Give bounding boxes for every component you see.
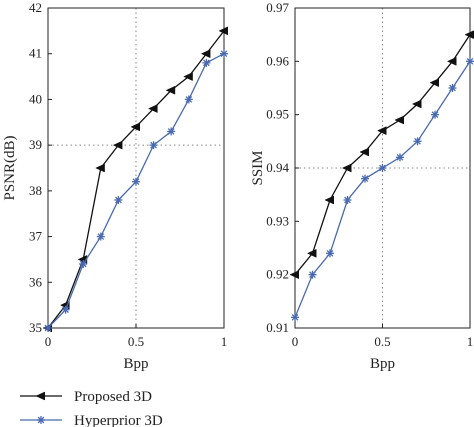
data-point-hyperprior-3d: [326, 249, 334, 258]
legend-marker: [35, 391, 45, 401]
x-tick-label: 1: [467, 334, 474, 349]
data-point-hyperprior-3d-stroke: [132, 178, 140, 186]
data-point-hyperprior-3d-stroke: [466, 57, 474, 65]
data-point-hyperprior-3d-stroke: [449, 84, 456, 92]
data-point-proposed-3d: [394, 115, 404, 125]
data-point-hyperprior-3d: [431, 110, 439, 119]
data-point-hyperprior-3d-stroke: [414, 137, 421, 145]
y-tick-label: 36: [29, 274, 43, 289]
data-point-proposed-3d: [359, 147, 369, 157]
x-tick-label: 0: [292, 334, 299, 349]
data-point-hyperprior-3d-stroke: [62, 306, 69, 314]
plot-frame: [47, 7, 225, 329]
data-point-hyperprior-3d-stroke: [150, 141, 157, 149]
x-tick-label: 0.5: [374, 334, 390, 349]
data-point-proposed-3d: [165, 85, 176, 95]
data-point-proposed-3d: [183, 72, 193, 81]
data-point-hyperprior-3d: [202, 58, 211, 67]
data-point-hyperprior-3d: [378, 164, 387, 172]
legend-marker: [37, 416, 45, 424]
psnr-chart: 35 36 37 38 39 40 41 42 0 0.5 1 Bpp PSNR(dB): [2, 0, 228, 372]
legend-marker-stroke: [37, 416, 45, 424]
data-point-proposed-3d: [95, 163, 105, 173]
data-point-hyperprior-3d: [448, 84, 457, 92]
y-tick-label: 39: [29, 137, 42, 152]
legend: Proposed 3D Hyperprior 3D: [20, 389, 163, 427]
data-point-hyperprior-3d: [184, 95, 193, 104]
data-point-hyperprior-3d-stroke: [344, 196, 351, 204]
data-point-hyperprior-3d-stroke: [203, 59, 210, 67]
data-point-hyperprior-3d-stroke: [326, 249, 334, 257]
legend-label: Hyperprior 3D: [74, 413, 163, 427]
y-tick-label: 40: [29, 91, 42, 106]
data-point-hyperprior-3d-stroke: [379, 164, 386, 172]
data-point-hyperprior-3d-stroke: [44, 324, 52, 332]
data-point-hyperprior-3d: [466, 57, 474, 66]
y-tick-label: 0.96: [266, 53, 289, 68]
data-point-proposed-3d: [324, 195, 334, 205]
data-point-proposed-3d: [411, 99, 422, 109]
data-point-hyperprior-3d: [167, 127, 176, 136]
data-point-hyperprior-3d: [44, 324, 52, 332]
data-point-proposed-3d: [112, 140, 123, 150]
data-point-hyperprior-3d-stroke: [431, 111, 439, 119]
legend-label: Proposed 3D: [74, 389, 152, 405]
data-point-proposed-3d: [130, 122, 140, 132]
data-point-hyperprior-3d: [396, 153, 404, 162]
data-point-proposed-3d: [306, 248, 317, 258]
x-tick-label: 1: [221, 334, 228, 349]
x-axis-title: Bpp: [123, 356, 148, 372]
y-tick-label: 37: [29, 229, 43, 244]
data-point-hyperprior-3d: [96, 232, 105, 241]
data-point-proposed-3d: [376, 126, 387, 136]
ssim-chart: 0.91 0.92 0.93 0.94 0.95 0.96 0.97 0 0.5 1 Bpp SSIM: [250, 0, 474, 372]
data-point-hyperprior-3d-stroke: [220, 50, 228, 58]
data-point-hyperprior-3d-stroke: [79, 260, 87, 268]
y-tick-label: 0.91: [266, 320, 289, 335]
data-point-hyperprior-3d: [149, 141, 158, 150]
data-point-hyperprior-3d: [61, 305, 70, 314]
data-point-hyperprior-3d-stroke: [185, 96, 193, 103]
data-point-proposed-3d: [147, 104, 158, 113]
data-point-proposed-3d: [446, 56, 457, 66]
data-point-hyperprior-3d-stroke: [396, 153, 404, 161]
y-axis-title: PSNR(dB): [2, 135, 18, 200]
y-tick-label: 38: [29, 183, 42, 198]
data-point-hyperprior-3d: [132, 177, 140, 186]
data-point-proposed-3d: [218, 26, 228, 36]
y-tick-label: 0.97: [266, 0, 289, 15]
data-point-hyperprior-3d-stroke: [115, 196, 122, 204]
data-point-proposed-3d: [464, 30, 474, 40]
y-tick-label: 0.93: [266, 213, 289, 228]
y-axis-title: SSIM: [250, 150, 266, 185]
data-point-hyperprior-3d-stroke: [291, 313, 299, 321]
x-tick-label: 0.5: [128, 334, 144, 349]
data-point-hyperprior-3d-stroke: [167, 128, 175, 135]
y-tick-label: 35: [29, 320, 42, 335]
data-point-hyperprior-3d: [291, 313, 299, 322]
y-tick-label: 41: [29, 46, 42, 61]
data-point-hyperprior-3d: [343, 196, 352, 204]
data-point-hyperprior-3d-stroke: [361, 175, 369, 183]
data-point-hyperprior-3d: [308, 270, 317, 279]
y-tick-label: 0.95: [266, 107, 289, 122]
data-point-hyperprior-3d: [114, 196, 123, 204]
data-point-proposed-3d: [289, 270, 299, 280]
data-point-hyperprior-3d-stroke: [309, 271, 316, 279]
y-tick-label: 0.92: [266, 267, 289, 282]
data-point-hyperprior-3d: [361, 174, 369, 183]
data-point-hyperprior-3d: [220, 49, 228, 58]
y-tick-label: 0.94: [266, 160, 289, 175]
y-tick-label: 42: [29, 0, 42, 15]
data-point-hyperprior-3d: [413, 137, 422, 146]
x-axis-title: Bpp: [370, 356, 395, 372]
data-point-proposed-3d: [429, 78, 439, 88]
data-point-proposed-3d: [200, 49, 211, 59]
x-tick-label: 0: [45, 334, 52, 349]
data-point-proposed-3d: [341, 163, 352, 173]
data-point-hyperprior-3d: [79, 260, 88, 268]
data-point-hyperprior-3d-stroke: [97, 233, 105, 240]
